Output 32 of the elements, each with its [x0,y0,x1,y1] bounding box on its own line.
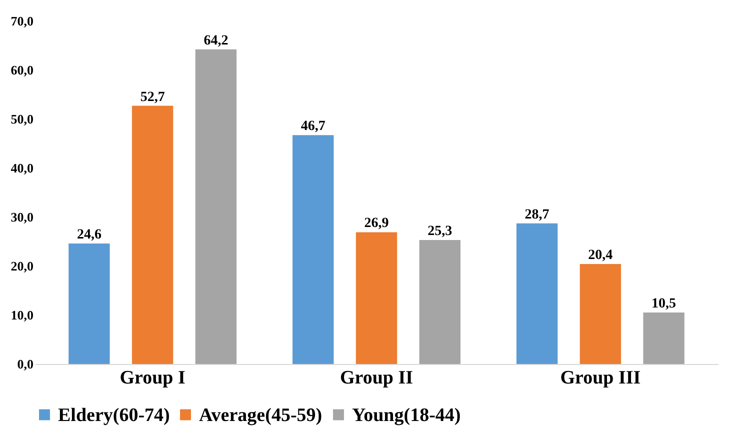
bar [195,49,237,364]
bar [419,240,460,364]
x-tick-label: Group I [120,368,186,388]
y-tick-label: 70,0 [10,14,34,28]
data-label: 46,7 [300,119,326,134]
bar [516,223,558,364]
y-tick-label: 10,0 [10,308,34,322]
y-tick-label: 60,0 [10,62,34,78]
data-label: 28,7 [524,207,550,222]
x-tick-label: Group III [560,368,641,388]
data-label: 24,6 [76,227,102,242]
bar [292,135,334,364]
legend-label: Young(18-44) [352,404,461,426]
bar [580,264,622,364]
legend-label: Average(45-59) [199,404,322,426]
data-label: 64,2 [204,33,228,48]
data-label: 10,5 [652,296,676,312]
bar [643,312,684,364]
y-tick-label: 20,0 [10,258,34,274]
y-tick-label: 0,0 [17,356,34,372]
data-label: 26,9 [364,216,389,232]
data-label: 25,3 [428,224,452,240]
y-tick-label: 30,0 [10,210,34,224]
legend-label: Eldery(60-74) [58,404,170,426]
bar [356,232,398,364]
bar [68,243,110,364]
data-label: 20,4 [588,248,613,264]
y-tick-label: 40,0 [10,160,34,176]
bar [132,106,174,364]
x-tick-label: Group II [340,368,414,388]
data-label: 52,7 [140,90,165,105]
y-tick-label: 50,0 [10,112,34,126]
